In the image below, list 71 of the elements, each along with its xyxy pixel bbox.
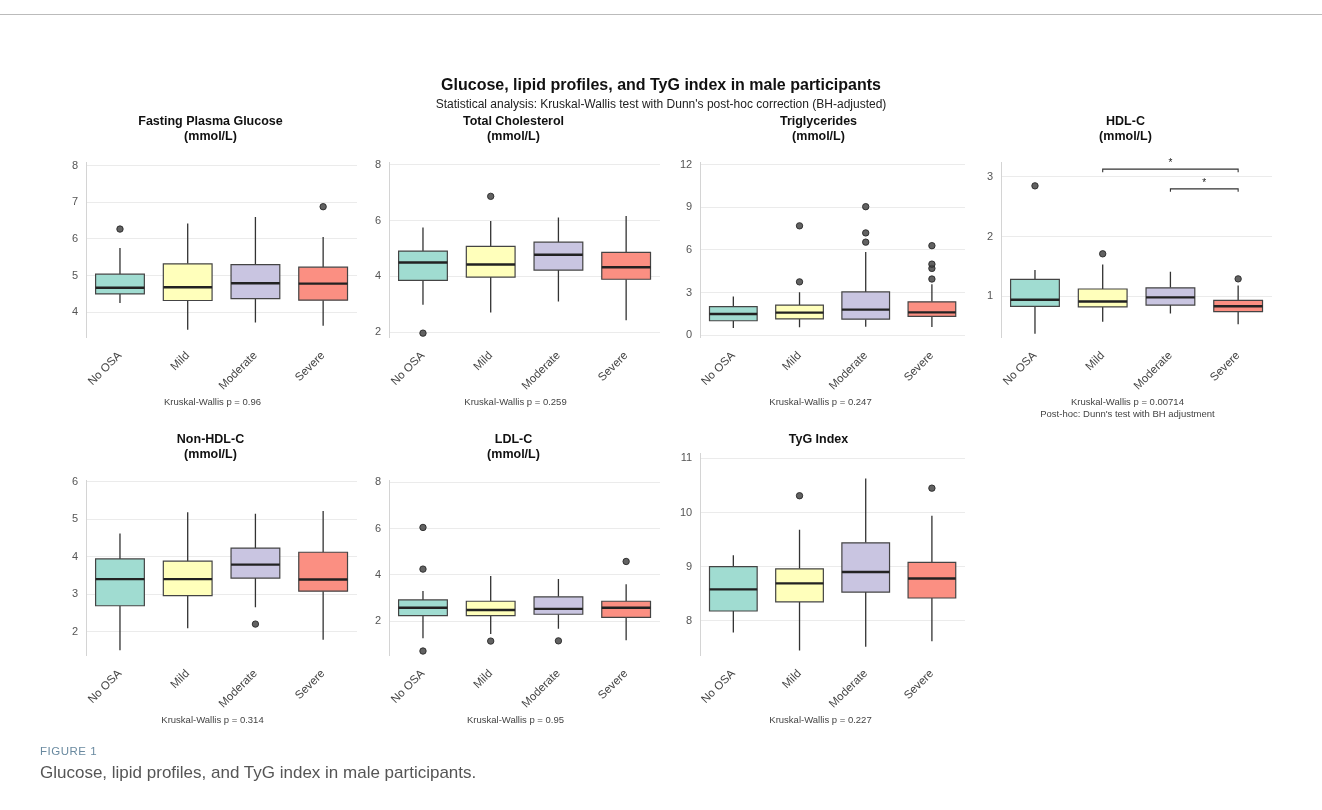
y-tick-label: 3 [686,285,693,298]
text: Kruskal-Wallis p = 0.95 [465,714,566,726]
y-tick-label: 6 [686,242,693,255]
y-tick-label: 11 [680,451,693,464]
y-tick-label: 2 [986,229,994,242]
x-tick-label: Mild [1082,348,1107,373]
chart-title: Non-HDL-C [176,431,245,446]
chart-subtitle: (mmol/L) [792,128,845,143]
chart-subtitle: (mmol/L) [487,446,540,461]
y-tick-label: 6 [71,474,79,487]
x-tick-label: Mild [779,666,804,691]
y-tick-label: 4 [374,567,382,580]
text: Kruskal-Wallis p = 0.314 [160,714,265,726]
x-tick-label: Mild [470,666,495,691]
x-tick-label: Mild [167,348,192,373]
y-tick-label: 5 [71,512,79,525]
y-tick-label: 5 [71,268,79,281]
annotation: * [1202,176,1207,188]
x-tick-label: No OSA [698,348,738,388]
x-tick-label: No OSA [85,666,124,706]
text: Statistical analysis: Kruskal-Wallis test with Dunn's post-hoc correction (BH-adjusted) [434,97,888,111]
y-tick-label: 2 [71,624,79,637]
x-tick-label: No OSA [388,348,427,388]
x-tick-label: Mild [779,348,804,373]
text: Glucose, lipid profiles, and TyG index in male participants [440,76,882,94]
chart-title: Total Cholesterol [462,113,565,128]
y-tick-label: 8 [686,613,693,626]
x-tick-label: No OSA [1000,348,1039,388]
text: Kruskal-Wallis p = 0.259 [463,396,568,408]
text: Kruskal-Wallis p = 0.227 [768,714,873,726]
chart-subtitle: (mmol/L) [1099,128,1152,143]
chart-subtitle: (mmol/L) [487,128,540,143]
chart-title: Fasting Plasma Glucose [138,113,283,128]
y-tick-label: 2 [374,614,382,627]
x-tick-label: Mild [470,348,495,373]
chart-subtitle: (mmol/L) [184,446,237,461]
x-tick-label: No OSA [698,666,738,706]
chart-title: HDL-C [1106,113,1145,128]
y-tick-label: 6 [374,521,382,534]
x-tick-label: No OSA [85,348,124,388]
y-tick-label: 4 [71,305,79,318]
y-tick-label: 2 [374,325,382,338]
y-tick-label: 3 [986,169,994,182]
text: Kruskal-Wallis p = 0.00714 [1070,396,1185,408]
y-tick-label: 9 [686,200,693,213]
y-tick-label: 8 [374,475,382,488]
y-tick-label: 0 [686,328,693,341]
chart-title: LDL-C [494,431,533,446]
caption: FIGURE 1 [40,745,99,757]
y-tick-label: 7 [71,195,79,208]
text: Glucose, lipid profiles, and TyG index in male participants. [40,763,477,783]
chart-title: TyG Index [788,431,849,446]
y-tick-label: 8 [374,157,382,170]
x-tick-label: No OSA [388,666,427,706]
y-tick-label: 12 [679,157,693,170]
y-tick-label: 1 [986,289,994,302]
y-tick-label: 3 [71,587,79,600]
chart-title: Triglycerides [779,113,858,128]
x-tick-label: Mild [167,666,192,691]
annotation: * [1168,156,1173,168]
y-tick-label: 9 [686,559,693,572]
chart-subtitle: (mmol/L) [184,128,237,143]
text: Kruskal-Wallis p = 0.247 [768,396,873,408]
text: Post-hoc: Dunn's test with BH adjustment [1039,408,1216,420]
y-tick-label: 4 [374,269,382,282]
y-tick-label: 6 [71,231,79,244]
y-tick-label: 4 [71,549,79,562]
y-tick-label: 10 [679,505,693,518]
text: Kruskal-Wallis p = 0.96 [162,396,263,408]
y-tick-label: 8 [71,158,79,171]
y-tick-label: 6 [374,213,382,226]
